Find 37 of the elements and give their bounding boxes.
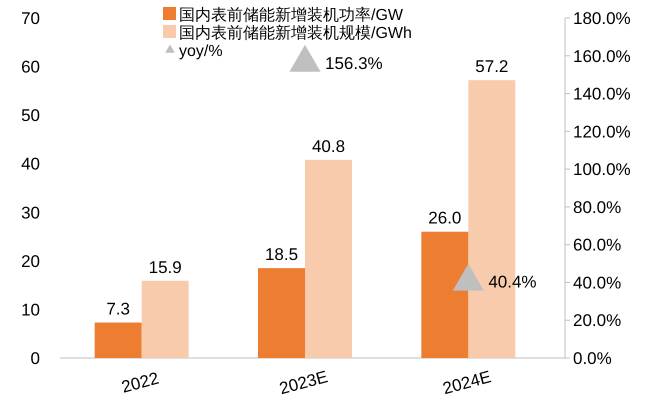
y-tick-label: 0 xyxy=(30,349,40,368)
y2-tick-label: 80.0% xyxy=(573,198,622,217)
y-tick-label: 30 xyxy=(21,203,40,222)
bar xyxy=(94,322,142,358)
y-tick-label: 10 xyxy=(21,300,40,320)
y2-tick-label: 60.0% xyxy=(573,236,622,255)
y-tick-label: 60 xyxy=(21,58,40,77)
y2-tick-label: 180.0% xyxy=(573,9,631,28)
data-label: 26.0 xyxy=(428,208,462,228)
y2-tick-label: 100.0% xyxy=(573,160,631,180)
bar xyxy=(258,268,305,358)
x-tick-label: 2023E xyxy=(277,367,330,398)
y2-tick-label: 140.0% xyxy=(573,84,631,104)
y2-tick-label: 40.0% xyxy=(573,273,622,292)
y2-tick-label: 0.0% xyxy=(573,349,612,368)
bar xyxy=(421,232,468,358)
y2-tick-label: 160.0% xyxy=(573,46,631,66)
y2-tick-label: 20.0% xyxy=(573,311,622,330)
data-label: 156.3% xyxy=(325,54,383,73)
data-label: 40.4% xyxy=(488,272,537,292)
data-label: 7.3 xyxy=(106,300,130,319)
data-label: 18.5 xyxy=(264,245,298,264)
y-tick-label: 70 xyxy=(21,9,40,28)
x-tick-label: 2022 xyxy=(120,368,161,397)
y-tick-label: 20 xyxy=(21,252,40,271)
legend-label: 国内表前储能新增装机功率/GW xyxy=(179,6,404,24)
bar xyxy=(142,280,189,358)
y-tick-label: 40 xyxy=(21,154,40,174)
x-tick-label: 2024E xyxy=(440,367,494,398)
data-label: 57.2 xyxy=(475,57,508,76)
y-tick-label: 50 xyxy=(21,106,40,126)
legend-label: yoy/% xyxy=(179,43,223,60)
legend-label: 国内表前储能新增装机规模/GWh xyxy=(179,24,412,42)
y2-tick-label: 120.0% xyxy=(573,122,631,142)
data-label: 15.9 xyxy=(148,258,182,277)
data-label: 40.8 xyxy=(312,136,346,156)
bar xyxy=(305,160,352,358)
